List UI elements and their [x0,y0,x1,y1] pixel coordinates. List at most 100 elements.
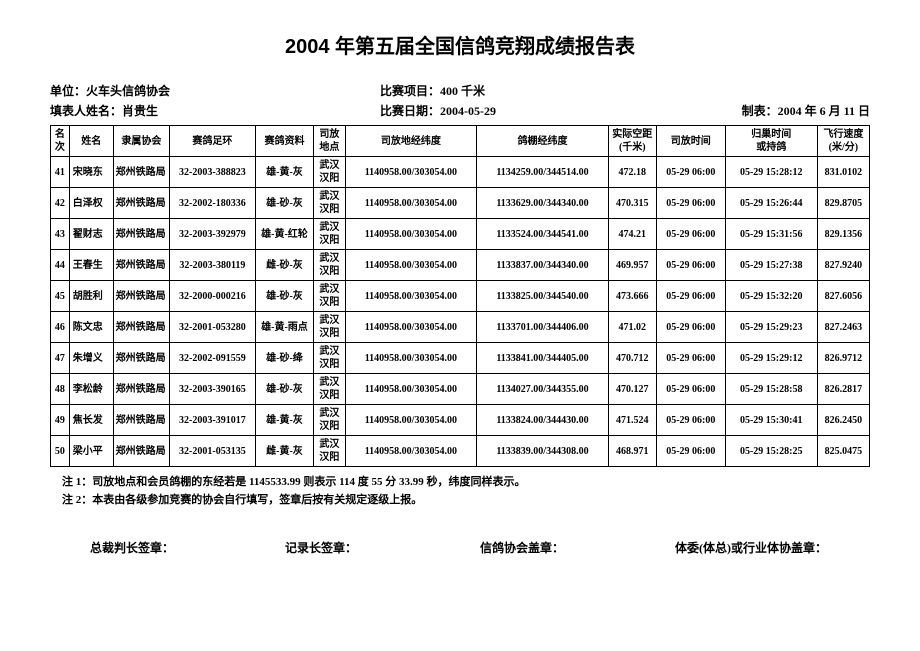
cell-loft-coord: 1133837.00/344340.00 [477,250,609,281]
cell-release-coord: 1140958.00/303054.00 [345,436,477,467]
cell-release-time: 05-29 06:00 [656,157,725,188]
cell-assoc: 郑州铁路局 [113,250,169,281]
cell-release-time: 05-29 06:00 [656,281,725,312]
cell-loft-coord: 1133524.00/344541.00 [477,219,609,250]
cell-rank: 42 [51,188,70,219]
cell-dist: 470.127 [608,374,656,405]
cell-info: 雄-砂-灰 [255,188,313,219]
cell-speed: 827.6056 [817,281,869,312]
org-label: 单位： [50,84,86,98]
cell-name: 胡胜利 [69,281,113,312]
signatures-row: 总裁判长签章： 记录长签章： 信鸽协会盖章： 体委(体总)或行业体协盖章： [50,539,870,556]
cell-loc: 武汉汉阳 [314,219,345,250]
table-row: 44王春生郑州铁路局32-2003-380119雌-砂-灰武汉汉阳1140958… [51,250,870,281]
table-row: 45胡胜利郑州铁路局32-2000-000216雄-砂-灰武汉汉阳1140958… [51,281,870,312]
cell-ring: 32-2001-053280 [170,312,256,343]
cell-loc: 武汉汉阳 [314,250,345,281]
col-assoc: 隶属协会 [113,126,169,157]
cell-release-coord: 1140958.00/303054.00 [345,343,477,374]
cell-loc: 武汉汉阳 [314,405,345,436]
cell-ring: 32-2003-388823 [170,157,256,188]
cell-ring: 32-2002-091559 [170,343,256,374]
cell-assoc: 郑州铁路局 [113,157,169,188]
meta-event: 比赛项目：400 千米 [380,81,680,101]
cell-dist: 469.957 [608,250,656,281]
meta-filler: 填表人姓名：肖贵生 [50,101,380,121]
cell-info: 雄-砂-绛 [255,343,313,374]
cell-loc: 武汉汉阳 [314,281,345,312]
cell-assoc: 郑州铁路局 [113,374,169,405]
cell-assoc: 郑州铁路局 [113,219,169,250]
note-1: 注 1：司放地点和会员鸽棚的东经若是 1145533.99 则表示 114 度 … [62,473,870,491]
cell-return-time: 05-29 15:32:20 [725,281,817,312]
cell-assoc: 郑州铁路局 [113,312,169,343]
note-2: 注 2：本表由各级参加竞赛的协会自行填写，签章后按有关规定逐级上报。 [62,491,870,509]
cell-ring: 32-2003-380119 [170,250,256,281]
cell-return-time: 05-29 15:31:56 [725,219,817,250]
filler-label: 填表人姓名： [50,104,122,118]
sig-sports-committee: 体委(体总)或行业体协盖章： [675,539,870,556]
cell-info: 雄-黄-灰 [255,157,313,188]
cell-name: 白泽权 [69,188,113,219]
cell-release-time: 05-29 06:00 [656,343,725,374]
cell-ring: 32-2003-390165 [170,374,256,405]
cell-loft-coord: 1133839.00/344308.00 [477,436,609,467]
cell-info: 雌-黄-灰 [255,436,313,467]
cell-loc: 武汉汉阳 [314,343,345,374]
col-loft-coord: 鸽棚经纬度 [477,126,609,157]
cell-loc: 武汉汉阳 [314,157,345,188]
cell-return-time: 05-29 15:29:23 [725,312,817,343]
col-name: 姓名 [69,126,113,157]
cell-name: 宋晓东 [69,157,113,188]
cell-speed: 831.0102 [817,157,869,188]
cell-dist: 471.02 [608,312,656,343]
col-return-time: 归巢时间或持鸽 [725,126,817,157]
cell-name: 梁小平 [69,436,113,467]
notes-section: 注 1：司放地点和会员鸽棚的东经若是 1145533.99 则表示 114 度 … [50,473,870,509]
cell-dist: 468.971 [608,436,656,467]
cell-rank: 45 [51,281,70,312]
cell-rank: 49 [51,405,70,436]
cell-info: 雄-砂-灰 [255,281,313,312]
cell-rank: 44 [51,250,70,281]
cell-speed: 826.2450 [817,405,869,436]
cell-release-time: 05-29 06:00 [656,436,725,467]
made-value: 2004 年 6 月 11 日 [778,104,870,118]
cell-release-coord: 1140958.00/303054.00 [345,374,477,405]
event-label: 比赛项目： [380,84,440,98]
cell-info: 雄-黄-红轮 [255,219,313,250]
cell-return-time: 05-29 15:27:38 [725,250,817,281]
table-row: 41宋晓东郑州铁路局32-2003-388823雄-黄-灰武汉汉阳1140958… [51,157,870,188]
cell-speed: 827.9240 [817,250,869,281]
col-loc: 司放地点 [314,126,345,157]
filler-value: 肖贵生 [122,104,158,118]
meta-made: 制表：2004 年 6 月 11 日 [680,101,870,121]
col-release-coord: 司放地经纬度 [345,126,477,157]
meta-race-date: 比赛日期：2004-05-29 [380,101,680,121]
cell-speed: 826.2817 [817,374,869,405]
sig-association: 信鸽协会盖章： [480,539,675,556]
cell-dist: 471.524 [608,405,656,436]
table-row: 47朱增义郑州铁路局32-2002-091559雄-砂-绛武汉汉阳1140958… [51,343,870,374]
cell-ring: 32-2000-000216 [170,281,256,312]
cell-loft-coord: 1133841.00/344405.00 [477,343,609,374]
cell-release-coord: 1140958.00/303054.00 [345,312,477,343]
cell-release-coord: 1140958.00/303054.00 [345,281,477,312]
cell-release-time: 05-29 06:00 [656,374,725,405]
cell-name: 翟财志 [69,219,113,250]
cell-release-coord: 1140958.00/303054.00 [345,405,477,436]
results-table: 名次 姓名 隶属协会 赛鸽足环 赛鸽资料 司放地点 司放地经纬度 鸽棚经纬度 实… [50,125,870,467]
made-label: 制表： [742,104,778,118]
cell-assoc: 郑州铁路局 [113,281,169,312]
cell-loft-coord: 1133629.00/344340.00 [477,188,609,219]
cell-release-coord: 1140958.00/303054.00 [345,219,477,250]
report-title: 2004 年第五届全国信鸽竞翔成绩报告表 [50,30,870,59]
cell-loc: 武汉汉阳 [314,436,345,467]
cell-name: 王春生 [69,250,113,281]
cell-name: 陈文忠 [69,312,113,343]
event-value: 400 千米 [440,84,485,98]
cell-ring: 32-2003-392979 [170,219,256,250]
meta-org: 单位：火车头信鸽协会 [50,81,380,101]
cell-speed: 826.9712 [817,343,869,374]
sig-chief-referee: 总裁判长签章： [90,539,285,556]
